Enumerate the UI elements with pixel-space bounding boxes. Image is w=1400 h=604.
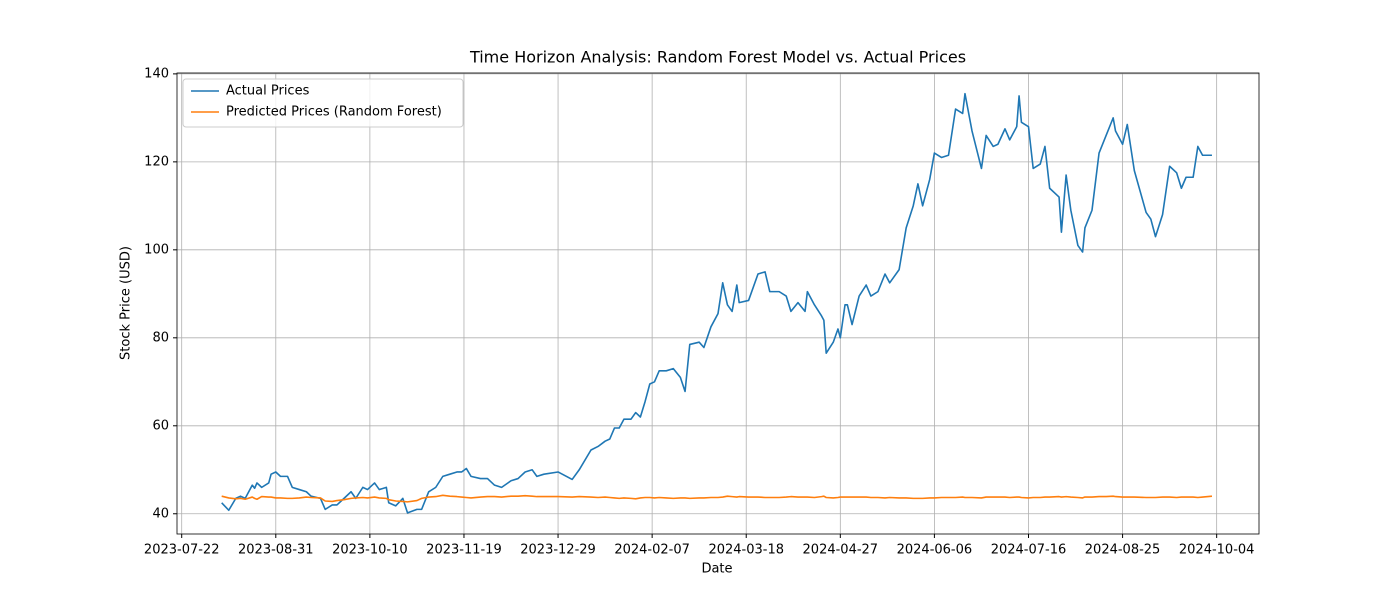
series-line	[221, 494, 1213, 503]
y-tick-label: 60	[152, 418, 169, 433]
series-line	[221, 92, 1212, 514]
legend-box	[182, 78, 464, 128]
x-tick-label: 2023-10-10	[332, 543, 408, 558]
x-tick-label: 2024-04-27	[803, 543, 879, 558]
x-tick-label: 2024-07-16	[991, 543, 1067, 558]
x-tick-label: 2023-08-31	[238, 543, 314, 558]
x-tick-label: 2024-10-04	[1179, 543, 1255, 558]
y-axis-label: Stock Price (USD)	[119, 246, 134, 360]
legend-label: Actual Prices	[226, 84, 310, 99]
grid-layer: 40 60 80 100 120 140 2023-07-22 2023-08-31 2023-…	[144, 66, 1259, 558]
y-tick-label: 120	[144, 154, 169, 169]
x-tick-label: 2024-08-25	[1085, 543, 1161, 558]
x-tick-label: 2024-06-06	[897, 543, 973, 558]
legend: Actual Prices Predicted Prices (Random Fo…	[182, 78, 464, 128]
lines-layer	[221, 92, 1213, 514]
y-tick-label: 100	[144, 242, 169, 257]
x-tick-label: 2023-07-22	[144, 543, 220, 558]
x-tick-label: 2024-02-07	[614, 543, 690, 558]
x-tick-label: 2023-11-19	[426, 543, 502, 558]
y-tick-label: 80	[152, 330, 169, 345]
plot-frame	[176, 72, 1260, 535]
chart-title: Time Horizon Analysis: Random Forest Mod…	[469, 48, 966, 67]
y-tick-label: 140	[144, 66, 169, 81]
x-tick-label: 2023-12-29	[520, 543, 596, 558]
y-tick-label: 40	[152, 506, 169, 521]
x-tick-label: 2024-03-18	[708, 543, 784, 558]
legend-label: Predicted Prices (Random Forest)	[226, 105, 442, 120]
x-axis-label: Date	[701, 562, 732, 577]
